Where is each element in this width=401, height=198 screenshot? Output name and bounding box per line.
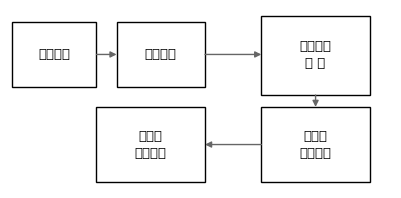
Text: 前置物镜: 前置物镜 (144, 48, 176, 61)
Bar (12, 22, 96, 87)
Text: 探测目标: 探测目标 (38, 48, 70, 61)
Text: 探测器
电子电路: 探测器 电子电路 (299, 129, 331, 160)
Text: 分光成像
系 统: 分光成像 系 统 (299, 40, 331, 70)
Bar (96, 107, 205, 182)
Bar (116, 22, 205, 87)
Bar (261, 16, 369, 95)
Bar (261, 107, 369, 182)
Text: 计算机
数据处理: 计算机 数据处理 (134, 129, 166, 160)
